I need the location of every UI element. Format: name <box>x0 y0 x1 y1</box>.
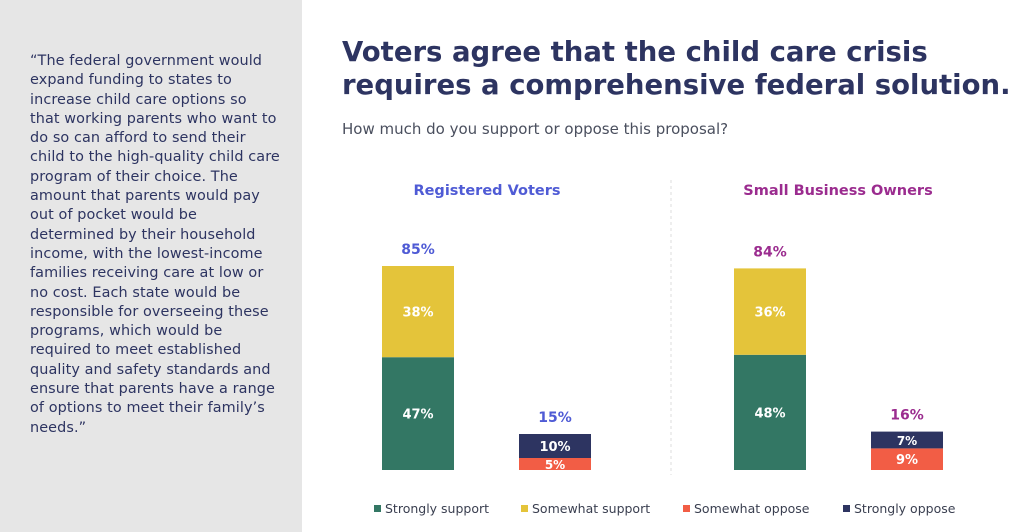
bar-segment <box>519 458 591 470</box>
bar-segment <box>734 354 806 470</box>
segment-label: 10% <box>539 440 570 455</box>
sidebar-panel: “The federal government would expand fun… <box>0 0 302 532</box>
legend-label: Strongly oppose <box>854 501 956 516</box>
segment-label: 47% <box>402 408 433 423</box>
bar-total-label: 15% <box>538 410 572 426</box>
legend-swatch <box>843 505 850 512</box>
proposal-quote: “The federal government would expand fun… <box>30 53 280 436</box>
group-title: Registered Voters <box>413 183 560 199</box>
segment-label: 38% <box>402 306 433 321</box>
chart-subtitle: How much do you support or oppose this p… <box>342 120 729 138</box>
legend-label: Somewhat oppose <box>694 501 810 516</box>
group-title: Small Business Owners <box>743 183 932 199</box>
bar-segment <box>382 357 454 470</box>
bar-total-label: 84% <box>753 244 787 260</box>
bar-total-label: 16% <box>890 408 924 424</box>
page-title: Voters agree that the child care crisis … <box>342 36 1011 101</box>
legend-label: Somewhat support <box>532 501 650 516</box>
legend-swatch <box>683 505 690 512</box>
bar-segment <box>519 434 591 458</box>
bar-segment <box>382 266 454 358</box>
legend-swatch <box>521 505 528 512</box>
segment-label: 9% <box>896 453 918 468</box>
segment-label: 36% <box>754 306 785 321</box>
bar-segment <box>734 268 806 355</box>
segment-label: 5% <box>545 458 565 472</box>
bar-segment <box>871 448 943 470</box>
legend-label: Strongly support <box>385 501 489 516</box>
legend-swatch <box>374 505 381 512</box>
bar-total-label: 85% <box>401 242 435 258</box>
segment-label: 7% <box>897 434 917 448</box>
bar-segment <box>871 431 943 449</box>
segment-label: 48% <box>754 406 785 421</box>
